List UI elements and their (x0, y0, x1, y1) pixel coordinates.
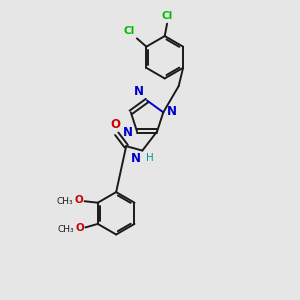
Text: Cl: Cl (161, 11, 173, 21)
Text: N: N (134, 85, 143, 98)
Text: O: O (74, 195, 83, 205)
Text: CH₃: CH₃ (57, 225, 74, 234)
Text: N: N (131, 152, 141, 165)
Text: O: O (76, 223, 84, 233)
Text: H: H (146, 153, 154, 163)
Text: O: O (111, 118, 121, 131)
Text: N: N (167, 105, 177, 118)
Text: CH₃: CH₃ (56, 197, 73, 206)
Text: N: N (123, 126, 133, 139)
Text: Cl: Cl (124, 26, 135, 36)
